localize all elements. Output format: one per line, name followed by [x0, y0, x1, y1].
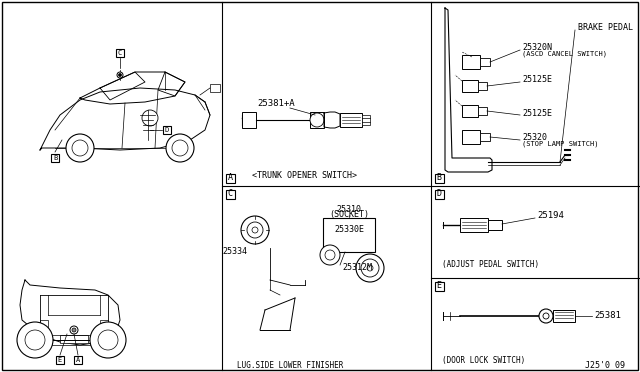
Bar [74, 356, 82, 364]
Circle shape [17, 322, 53, 358]
Bar [553, 310, 575, 322]
Bar [362, 115, 370, 125]
Circle shape [539, 309, 553, 323]
Circle shape [252, 227, 258, 233]
Circle shape [247, 222, 263, 238]
Bar [478, 82, 487, 90]
Text: (DOOR LOCK SWITCH): (DOOR LOCK SWITCH) [442, 356, 525, 365]
Text: 25381+A: 25381+A [257, 99, 294, 108]
Bar [478, 107, 487, 115]
Text: 25125E: 25125E [522, 109, 552, 118]
Circle shape [310, 113, 324, 127]
Circle shape [117, 72, 123, 78]
Circle shape [118, 74, 122, 77]
Text: A: A [76, 357, 80, 363]
Bar [56, 356, 64, 364]
Circle shape [25, 330, 45, 350]
Circle shape [142, 110, 158, 126]
Bar [462, 105, 478, 117]
Text: <TRUNK OPENER SWITCH>: <TRUNK OPENER SWITCH> [252, 170, 357, 180]
Bar [210, 84, 220, 92]
Bar [40, 320, 48, 335]
Bar [100, 320, 108, 335]
Bar [163, 126, 171, 134]
Text: 25310: 25310 [337, 205, 362, 215]
Bar [480, 58, 490, 66]
Bar [460, 218, 488, 232]
Bar [60, 335, 88, 343]
Circle shape [172, 140, 188, 156]
Text: (SOCKET): (SOCKET) [329, 211, 369, 219]
Text: 25194: 25194 [537, 212, 564, 221]
Bar [225, 189, 234, 199]
Circle shape [320, 245, 340, 265]
Circle shape [367, 265, 373, 271]
Text: A: A [227, 173, 232, 183]
Bar [310, 112, 324, 128]
Bar [488, 220, 502, 230]
Text: B: B [436, 173, 442, 183]
Circle shape [241, 216, 269, 244]
Text: D: D [436, 189, 442, 199]
Circle shape [70, 326, 78, 334]
Text: E: E [58, 357, 62, 363]
Circle shape [72, 140, 88, 156]
Polygon shape [324, 112, 340, 128]
Text: 25320: 25320 [522, 132, 547, 141]
Text: LUG.SIDE LOWER FINISHER: LUG.SIDE LOWER FINISHER [237, 360, 344, 369]
Circle shape [72, 328, 76, 332]
Bar [225, 173, 234, 183]
Text: 25312M: 25312M [342, 263, 372, 273]
Circle shape [90, 322, 126, 358]
Bar [323, 218, 375, 252]
Text: 25125E: 25125E [522, 76, 552, 84]
Bar [462, 130, 480, 144]
Text: C: C [118, 50, 122, 56]
Text: (ADJUST PEDAL SWITCH): (ADJUST PEDAL SWITCH) [442, 260, 539, 269]
Bar [435, 189, 444, 199]
Text: J25'0 09: J25'0 09 [585, 360, 625, 369]
Text: (STOP LAMP SWITCH): (STOP LAMP SWITCH) [522, 141, 598, 147]
Text: 25330E: 25330E [334, 225, 364, 234]
Bar [116, 49, 124, 57]
Bar [462, 80, 478, 92]
Text: 25334: 25334 [223, 247, 248, 257]
Circle shape [166, 134, 194, 162]
Polygon shape [445, 8, 492, 172]
Text: 25381: 25381 [594, 311, 621, 320]
Text: C: C [227, 189, 232, 199]
Circle shape [66, 134, 94, 162]
Text: 25320N: 25320N [522, 42, 552, 51]
Circle shape [361, 259, 379, 277]
Bar [480, 133, 490, 141]
Bar [435, 282, 444, 291]
Circle shape [325, 250, 335, 260]
Bar [435, 173, 444, 183]
Bar [462, 55, 480, 69]
Text: B: B [53, 155, 57, 161]
Circle shape [98, 330, 118, 350]
Circle shape [543, 313, 549, 319]
Bar [242, 112, 256, 128]
Text: (ASCD CANCEL SWITCH): (ASCD CANCEL SWITCH) [522, 51, 607, 57]
Bar [51, 154, 59, 162]
Circle shape [356, 254, 384, 282]
Text: E: E [436, 282, 442, 291]
Text: D: D [165, 127, 169, 133]
Text: BRAKE PEDAL: BRAKE PEDAL [578, 23, 633, 32]
Bar [340, 113, 362, 127]
